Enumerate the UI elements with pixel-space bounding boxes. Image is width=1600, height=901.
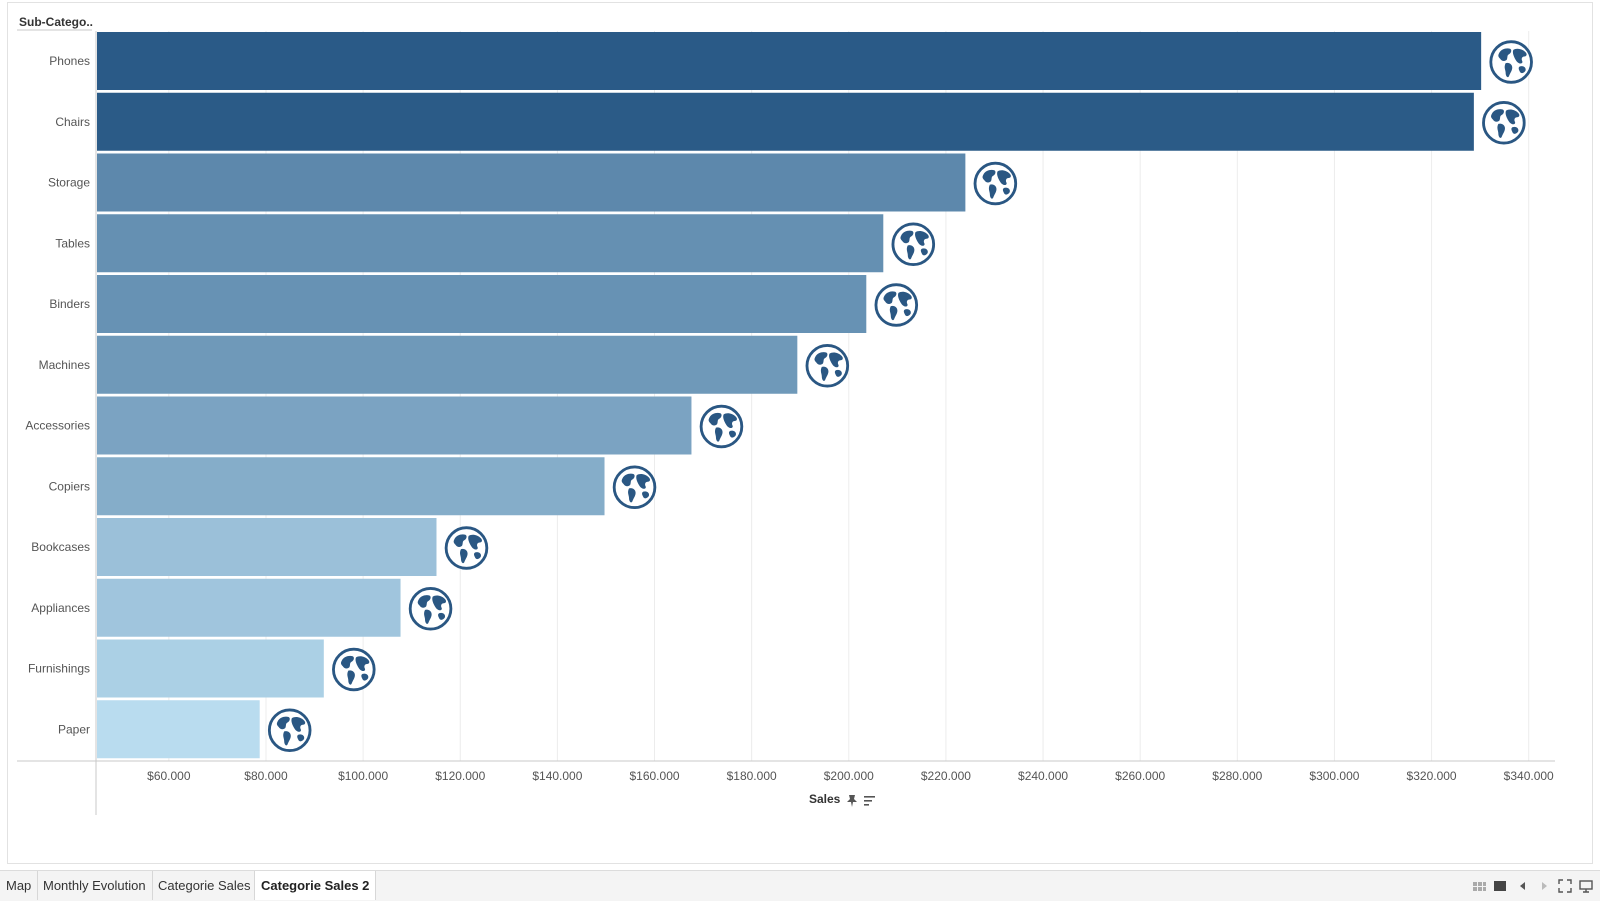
category-label-binders[interactable]: Binders <box>49 297 90 311</box>
x-tick-label: $160.000 <box>629 769 679 783</box>
x-tick-label: $60.000 <box>147 769 191 783</box>
bar-binders[interactable] <box>97 275 867 333</box>
sheet-tab-bar: Map Monthly Evolution Categorie Sales Ca… <box>0 870 1600 901</box>
category-label-paper[interactable]: Paper <box>58 722 90 736</box>
chart-viewport: Phones Chairs Storage Tables Binders Machines… <box>7 2 1593 864</box>
category-label-copiers[interactable]: Copiers <box>49 479 90 493</box>
bar-phones[interactable] <box>97 32 1482 90</box>
category-label-bookcases[interactable]: Bookcases <box>31 540 90 554</box>
globe-icon[interactable] <box>267 708 312 753</box>
globe-icon[interactable] <box>1489 40 1533 84</box>
x-tick-label: $200.000 <box>824 769 874 783</box>
x-tick-label: $100.000 <box>338 769 388 783</box>
x-tick-label: $340.000 <box>1504 769 1554 783</box>
category-label-phones[interactable]: Phones <box>49 54 90 68</box>
bar-chart: Phones Chairs Storage Tables Binders Machines… <box>17 15 1555 815</box>
globe-icon[interactable] <box>408 586 453 631</box>
x-tick-label: $280.000 <box>1212 769 1262 783</box>
tab-map[interactable]: Map <box>0 871 39 900</box>
bar-paper[interactable] <box>97 700 260 759</box>
bar-furnishings[interactable] <box>97 639 324 698</box>
pin-icon[interactable] <box>847 795 857 807</box>
globe-icon[interactable] <box>891 222 936 267</box>
x-tick-label: $180.000 <box>727 769 777 783</box>
globe-icon[interactable] <box>805 343 850 388</box>
x-tick-label: $80.000 <box>244 769 288 783</box>
x-tick-label: $240.000 <box>1018 769 1068 783</box>
globe-icon[interactable] <box>444 526 489 570</box>
bar-machines[interactable] <box>97 335 798 394</box>
bar-copiers[interactable] <box>97 457 605 516</box>
sort-icon[interactable] <box>864 796 875 806</box>
category-label-storage[interactable]: Storage <box>48 176 90 190</box>
x-tick-label: $120.000 <box>435 769 485 783</box>
category-label-appliances[interactable]: Appliances <box>31 601 90 615</box>
x-tick-label: $220.000 <box>921 769 971 783</box>
row-header-label[interactable]: Sub-Catego.. <box>19 15 93 29</box>
category-label-tables[interactable]: Tables <box>55 236 90 250</box>
category-label-accessories[interactable]: Accessories <box>25 419 90 433</box>
presentation-mode-icon[interactable] <box>1579 879 1593 893</box>
category-label-machines[interactable]: Machines <box>39 358 90 372</box>
category-label-chairs[interactable]: Chairs <box>55 115 90 129</box>
globe-icon[interactable] <box>332 647 376 692</box>
globe-icon[interactable] <box>874 283 919 327</box>
globe-icon[interactable] <box>699 404 744 449</box>
bar-tables[interactable] <box>97 214 884 273</box>
globe-icon[interactable] <box>1482 100 1526 145</box>
globe-icon[interactable] <box>973 161 1018 206</box>
x-tick-label: $140.000 <box>532 769 582 783</box>
category-label-furnishings[interactable]: Furnishings <box>28 662 90 676</box>
next-sheet-icon[interactable] <box>1537 879 1551 893</box>
previous-sheet-icon[interactable] <box>1516 879 1530 893</box>
fullscreen-icon[interactable] <box>1558 879 1572 893</box>
show-filmstrip-icon[interactable] <box>1493 879 1507 893</box>
show-sheet-sorter-icon[interactable] <box>1472 879 1486 893</box>
bar-bookcases[interactable] <box>97 518 437 576</box>
globe-icon[interactable] <box>612 465 657 510</box>
bar-appliances[interactable] <box>97 578 401 637</box>
bar-accessories[interactable] <box>97 396 692 455</box>
tab-monthly-evolution[interactable]: Monthly Evolution <box>37 871 153 900</box>
tab-categorie-sales[interactable]: Categorie Sales <box>152 871 258 900</box>
x-tick-label: $260.000 <box>1115 769 1165 783</box>
bar-chairs[interactable] <box>97 92 1474 151</box>
x-tick-label: $320.000 <box>1407 769 1457 783</box>
x-tick-label: $300.000 <box>1309 769 1359 783</box>
bar-storage[interactable] <box>97 153 966 212</box>
x-axis-title[interactable]: Sales <box>809 792 841 806</box>
tab-categorie-sales-2[interactable]: Categorie Sales 2 <box>254 871 377 900</box>
